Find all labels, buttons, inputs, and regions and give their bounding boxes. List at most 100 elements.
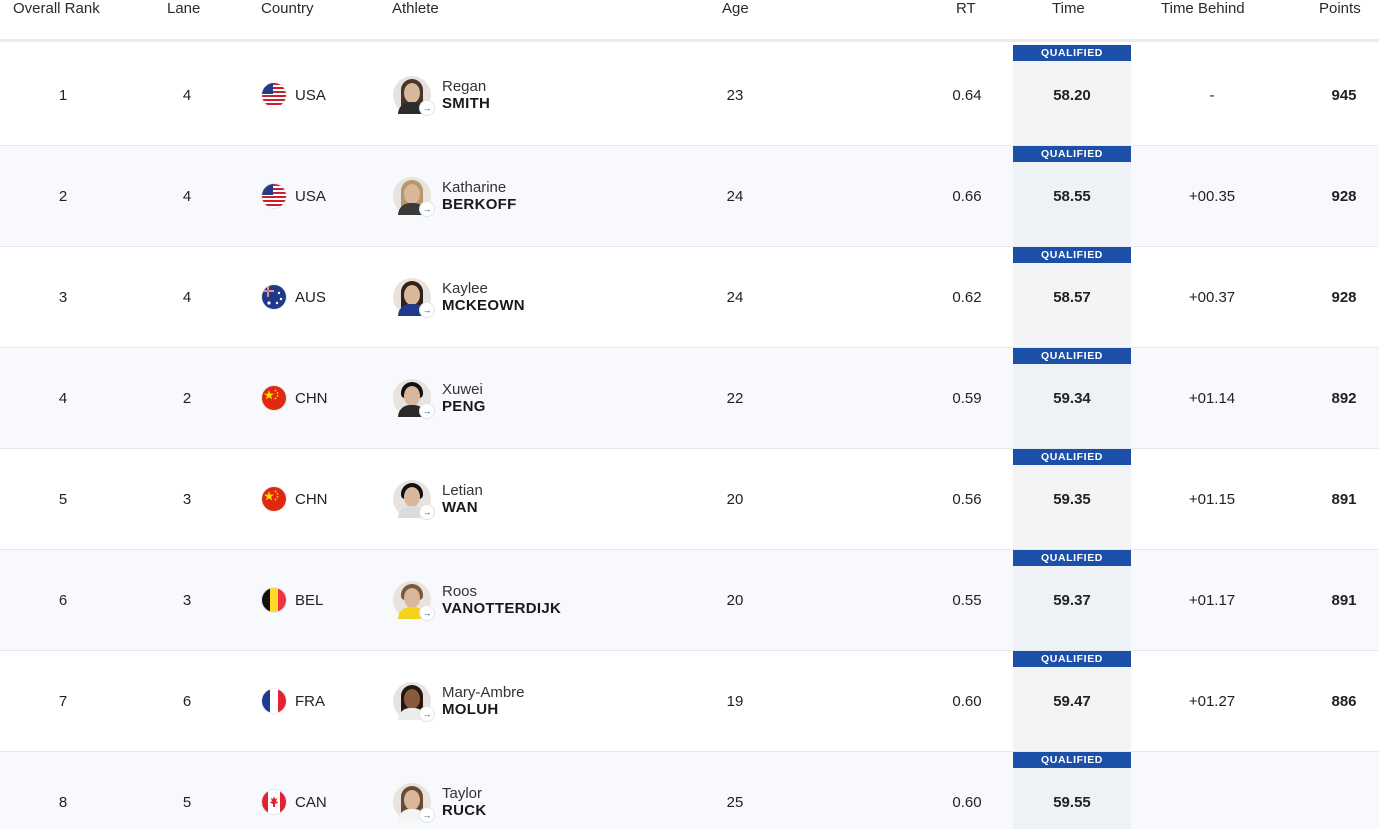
arrow-right-icon: → — [420, 202, 434, 216]
country-code: AUS — [295, 288, 326, 306]
country: BEL — [262, 550, 382, 650]
table-row[interactable]: QUALIFIED 6 3 BEL → Roos VANOTTERDIJK 20… — [0, 550, 1379, 651]
athlete[interactable]: → Mary-Ambre MOLUH — [393, 651, 693, 751]
table-row[interactable]: QUALIFIED 7 6 FRA → Mary-Ambre MOLUH 19 … — [0, 651, 1379, 752]
athlete-photo-avatar[interactable]: → — [393, 76, 434, 115]
athlete-first-name: Kaylee — [442, 280, 488, 297]
results-table-body: QUALIFIED 1 4 USA → Regan SMITH 23 0.64 … — [0, 45, 1379, 829]
athlete-photo-avatar[interactable]: → — [393, 480, 434, 519]
table-row[interactable]: QUALIFIED 8 5 CAN → Taylor RUCK 25 0.60 … — [0, 752, 1379, 829]
age: 19 — [726, 692, 744, 710]
time: 59.35 — [1013, 449, 1131, 549]
reaction-time: 0.66 — [952, 187, 982, 205]
athlete[interactable]: → Roos VANOTTERDIJK — [393, 550, 693, 650]
arrow-right-icon: → — [420, 303, 434, 317]
column-header-athlete[interactable]: Athlete — [392, 0, 439, 17]
arrow-right-icon: → — [420, 404, 434, 418]
country-code: CHN — [295, 490, 328, 508]
age: 23 — [726, 86, 744, 104]
arrow-right-icon: → — [420, 101, 434, 115]
athlete-first-name: Regan — [442, 78, 487, 95]
age: 22 — [726, 389, 744, 407]
arrow-right-icon: → — [420, 707, 434, 721]
column-header-points[interactable]: Points — [1319, 0, 1361, 17]
time: 58.20 — [1013, 45, 1131, 145]
overall-rank: 1 — [58, 86, 68, 104]
table-row[interactable]: QUALIFIED 3 4 AUS → Kaylee MCKEOWN 24 0.… — [0, 247, 1379, 348]
athlete-photo-avatar[interactable]: → — [393, 682, 434, 721]
overall-rank: 5 — [58, 490, 68, 508]
lane: 2 — [182, 389, 192, 407]
country-code: USA — [295, 187, 326, 205]
athlete[interactable]: → Taylor RUCK — [393, 752, 693, 829]
column-header-rt[interactable]: RT — [956, 0, 976, 17]
lane: 5 — [182, 793, 192, 811]
qualified-badge: QUALIFIED — [1013, 449, 1131, 465]
aus-flag-icon — [262, 285, 286, 309]
arrow-right-icon: → — [420, 606, 434, 620]
column-header-lane[interactable]: Lane — [167, 0, 201, 17]
athlete[interactable]: → Regan SMITH — [393, 45, 693, 145]
country-code: FRA — [295, 692, 325, 710]
column-header-overall-rank[interactable]: Overall Rank — [13, 0, 100, 17]
athlete[interactable]: → Xuwei PENG — [393, 348, 693, 448]
country-code: BEL — [295, 591, 324, 609]
country: CAN — [262, 752, 382, 829]
points: 928 — [1331, 288, 1357, 306]
column-header-time-behind[interactable]: Time Behind — [1161, 0, 1245, 17]
age: 25 — [726, 793, 744, 811]
athlete[interactable]: → Katharine BERKOFF — [393, 146, 693, 246]
reaction-time: 0.56 — [952, 490, 982, 508]
time-behind: +01.15 — [1188, 490, 1236, 508]
overall-rank: 8 — [58, 793, 68, 811]
column-header-time[interactable]: Time — [1052, 0, 1085, 17]
reaction-time: 0.59 — [952, 389, 982, 407]
overall-rank: 6 — [58, 591, 68, 609]
lane: 6 — [182, 692, 192, 710]
fra-flag-icon — [262, 689, 286, 713]
table-row[interactable]: QUALIFIED 4 2 CHN → Xuwei PENG 22 0.59 5… — [0, 348, 1379, 449]
time-behind: +00.35 — [1188, 187, 1236, 205]
points: 892 — [1331, 389, 1357, 407]
athlete-first-name: Mary-Ambre — [442, 684, 525, 701]
athlete[interactable]: → Letian WAN — [393, 449, 693, 549]
athlete-photo-avatar[interactable]: → — [393, 177, 434, 216]
lane: 3 — [182, 490, 192, 508]
athlete[interactable]: → Kaylee MCKEOWN — [393, 247, 693, 347]
country: FRA — [262, 651, 382, 751]
table-row[interactable]: QUALIFIED 2 4 USA → Katharine BERKOFF 24… — [0, 146, 1379, 247]
column-header-country[interactable]: Country — [261, 0, 314, 17]
athlete-first-name: Letian — [442, 482, 483, 499]
athlete-photo-avatar[interactable]: → — [393, 379, 434, 418]
time: 59.34 — [1013, 348, 1131, 448]
lane: 4 — [182, 187, 192, 205]
qualified-badge: QUALIFIED — [1013, 45, 1131, 61]
column-header-age[interactable]: Age — [722, 0, 749, 17]
time-behind — [1150, 752, 1274, 829]
time-behind: - — [1209, 86, 1215, 104]
table-row[interactable]: QUALIFIED 1 4 USA → Regan SMITH 23 0.64 … — [0, 45, 1379, 146]
lane: 4 — [182, 86, 192, 104]
qualified-badge: QUALIFIED — [1013, 348, 1131, 364]
age: 20 — [726, 490, 744, 508]
athlete-photo-avatar[interactable]: → — [393, 783, 434, 822]
country: AUS — [262, 247, 382, 347]
athlete-last-name: MOLUH — [442, 701, 499, 718]
country-code: CHN — [295, 389, 328, 407]
overall-rank: 3 — [58, 288, 68, 306]
qualified-badge: QUALIFIED — [1013, 752, 1131, 768]
athlete-first-name: Taylor — [442, 785, 483, 802]
athlete-photo-avatar[interactable]: → — [393, 278, 434, 317]
athlete-photo-avatar[interactable]: → — [393, 581, 434, 620]
athlete-last-name: MCKEOWN — [442, 297, 525, 314]
athlete-first-name: Roos — [442, 583, 478, 600]
time: 58.57 — [1013, 247, 1131, 347]
reaction-time: 0.60 — [952, 692, 982, 710]
athlete-last-name: PENG — [442, 398, 486, 415]
time-behind: +01.27 — [1188, 692, 1236, 710]
country: CHN — [262, 348, 382, 448]
time-behind: +01.17 — [1188, 591, 1236, 609]
overall-rank: 7 — [58, 692, 68, 710]
table-row[interactable]: QUALIFIED 5 3 CHN → Letian WAN 20 0.56 5… — [0, 449, 1379, 550]
lane: 3 — [182, 591, 192, 609]
